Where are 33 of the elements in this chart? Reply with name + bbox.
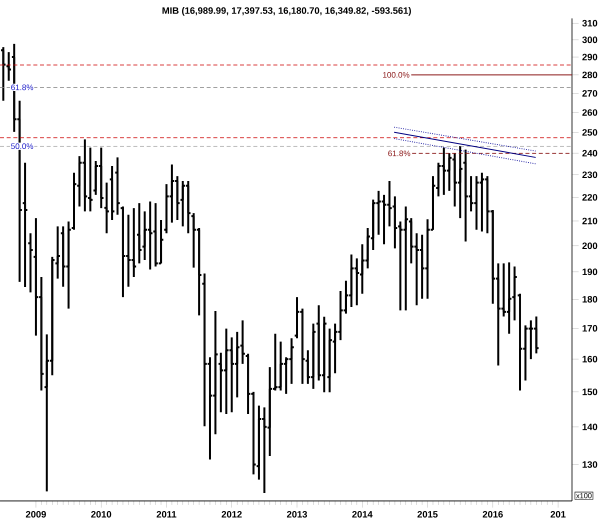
- x-tick-label: 201: [550, 511, 566, 518]
- x-tick-label: 2015: [417, 511, 438, 518]
- series-label: 100.0%: [383, 72, 410, 78]
- x-tick-label: 2013: [286, 511, 308, 518]
- x-tick-label: 2010: [91, 511, 112, 518]
- chart-title: MIB (16,989.99, 17,397.53, 16,180.70, 16,349.82, -593.561): [162, 7, 411, 16]
- y-tick-label: 280: [582, 72, 598, 78]
- y-tick-label: 240: [582, 150, 598, 156]
- y-tick-label: 190: [582, 268, 598, 276]
- annotation: 61.8%: [11, 84, 34, 90]
- x-tick-label: 2009: [26, 511, 46, 518]
- y-tick-label: 310: [582, 20, 598, 27]
- x-tick-label: 2016: [482, 511, 503, 518]
- x-tick-label: 2014: [352, 511, 373, 518]
- y-tick-label: 220: [582, 194, 598, 201]
- y-tick-label: 290: [582, 54, 598, 60]
- y-tick-label: 130: [582, 461, 598, 468]
- series-label: 61.8%: [388, 150, 410, 156]
- y-tick-label: 250: [582, 129, 598, 136]
- y-tick-label: 160: [582, 356, 598, 362]
- y-tick-label: 180: [582, 296, 598, 303]
- x-tick-label: 2012: [222, 511, 242, 518]
- y-tick-label: 270: [582, 90, 598, 97]
- annotation: 50.0%: [11, 143, 34, 150]
- y-tick-label: 140: [582, 424, 598, 430]
- y-tick-label: 210: [582, 218, 598, 224]
- y-tick-label: 300: [582, 36, 598, 44]
- x-tick-label: 2011: [156, 511, 176, 518]
- y-tick-label: 200: [582, 242, 598, 250]
- y-tick-label: 150: [582, 388, 598, 396]
- y-tick-label: 170: [582, 325, 598, 332]
- y-tick-label: 260: [582, 109, 598, 116]
- y-tick-label: 230: [582, 171, 598, 178]
